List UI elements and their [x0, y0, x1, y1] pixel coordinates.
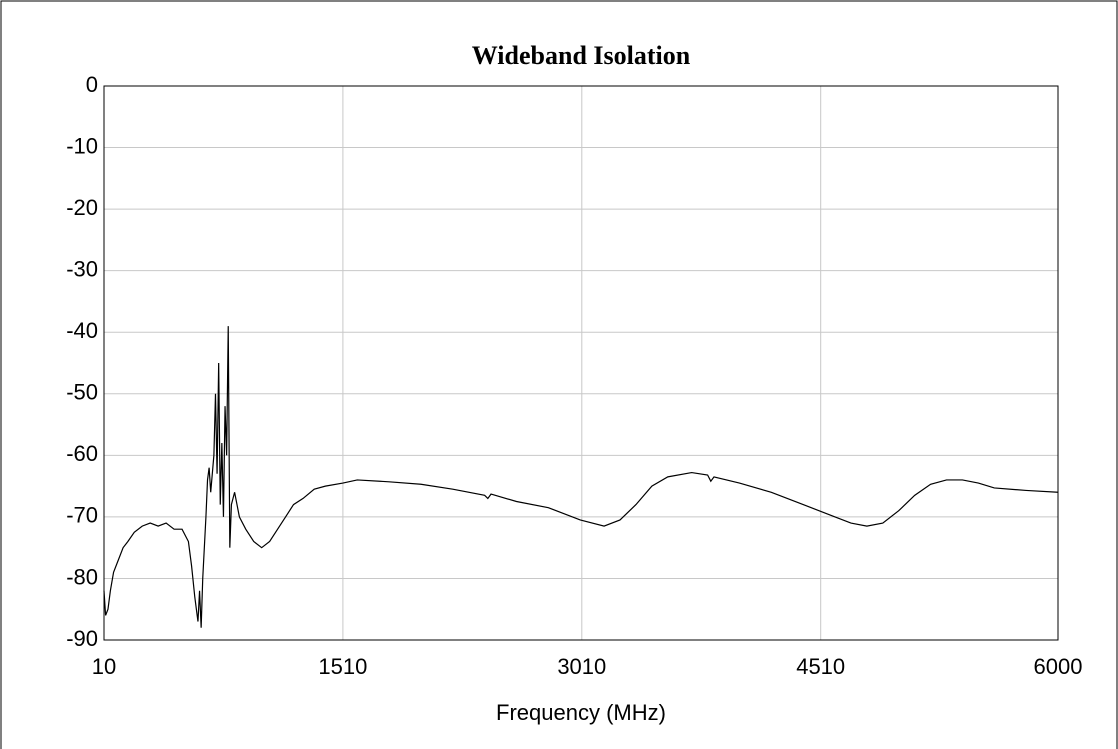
chart-title: Wideband Isolation: [472, 41, 691, 70]
x-tick-label: 3010: [557, 654, 606, 679]
y-tick-label: 0: [86, 72, 98, 97]
y-tick-label: -30: [66, 256, 98, 281]
x-tick-label: 10: [92, 654, 116, 679]
data-line: [103, 326, 1059, 628]
plot-area: [103, 85, 1059, 641]
y-tick-label: -40: [66, 318, 98, 343]
y-tick-label: -70: [66, 503, 98, 528]
x-tick-label: 6000: [1034, 654, 1083, 679]
y-tick-label: -10: [66, 133, 98, 158]
y-tick-label: -50: [66, 380, 98, 405]
x-tick-label: 1510: [318, 654, 367, 679]
y-tick-label: -90: [66, 626, 98, 651]
y-tick-label: -80: [66, 564, 98, 589]
y-tick-label: -20: [66, 195, 98, 220]
y-tick-label: -60: [66, 441, 98, 466]
x-axis-label: Frequency (MHz): [496, 700, 666, 725]
x-tick-label: 4510: [796, 654, 845, 679]
